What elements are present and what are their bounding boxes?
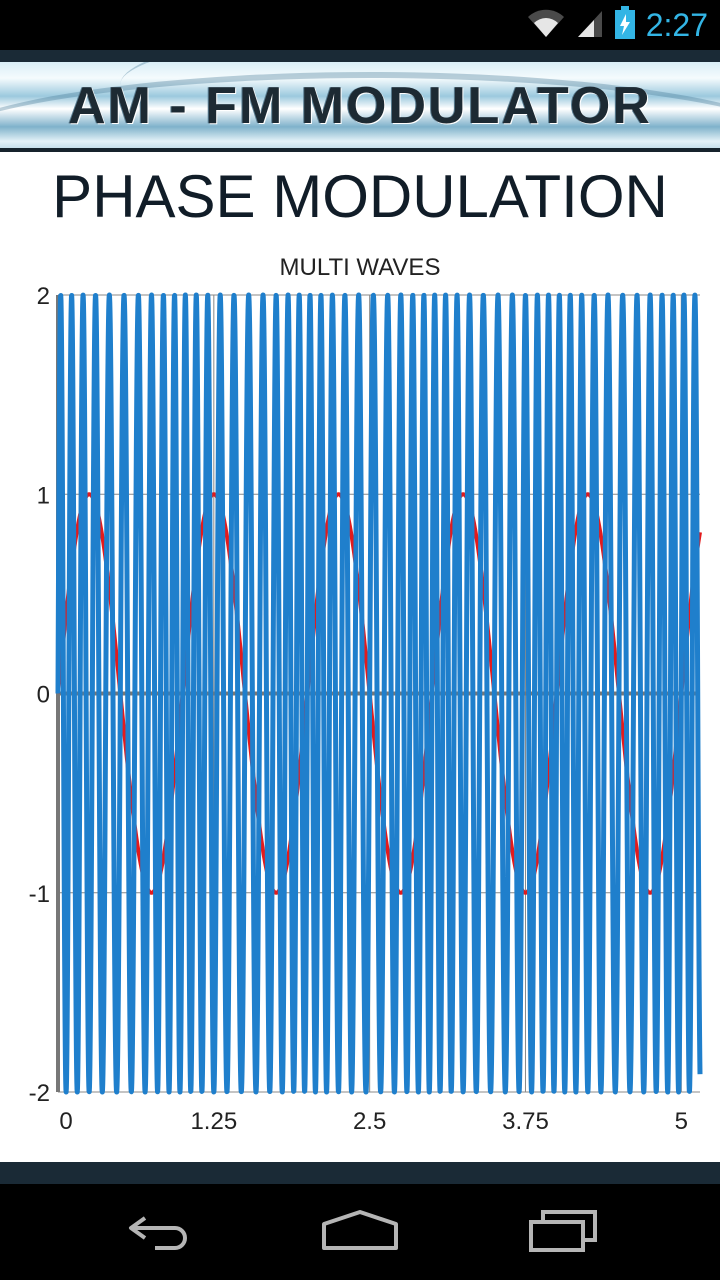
- page-title: PHASE MODULATION: [52, 163, 668, 230]
- series-line-modulated: [55, 292, 703, 1095]
- wifi-icon: [526, 7, 566, 44]
- header-divider: [0, 50, 720, 62]
- y-tick-label: -1: [29, 881, 50, 908]
- multi-waves-chart: MULTI WAVES 2 1 0 -1 -2 0 1.25 2.5 3.75 5: [29, 254, 703, 1135]
- home-icon: [320, 1208, 400, 1257]
- x-tick-label: 0: [59, 1108, 72, 1135]
- signal-icon: [576, 7, 604, 44]
- footer-divider: [0, 1162, 720, 1184]
- y-tick-label: 1: [37, 482, 50, 509]
- banner-underline: [0, 148, 720, 152]
- y-tick-label: 0: [37, 682, 50, 709]
- content-area: PHASE MODULATION MULTI WAVES 2 1 0 -1 -2 0 1.25…: [0, 152, 720, 1162]
- back-button[interactable]: [115, 1204, 205, 1260]
- nav-bar: [0, 1184, 720, 1280]
- banner-title: AM - FM MODULATOR: [68, 77, 652, 135]
- home-button[interactable]: [315, 1204, 405, 1260]
- status-clock: 2:27: [645, 6, 708, 43]
- chart-title: MULTI WAVES: [280, 254, 441, 281]
- status-bar: 2:27: [0, 0, 720, 50]
- back-icon: [125, 1210, 195, 1255]
- y-tick-label: 2: [37, 283, 50, 310]
- recents-icon: [525, 1208, 601, 1257]
- recents-button[interactable]: [518, 1204, 608, 1260]
- x-tick-label: 1.25: [190, 1108, 237, 1135]
- x-tick-label: 2.5: [353, 1108, 386, 1135]
- app-banner: AM - FM MODULATOR: [0, 62, 720, 152]
- x-tick-label: 3.75: [502, 1108, 549, 1135]
- status-icons: 2:27: [526, 0, 708, 50]
- battery-charging-icon: [614, 5, 636, 45]
- x-tick-label: 5: [675, 1108, 688, 1135]
- y-tick-label: -2: [29, 1080, 50, 1107]
